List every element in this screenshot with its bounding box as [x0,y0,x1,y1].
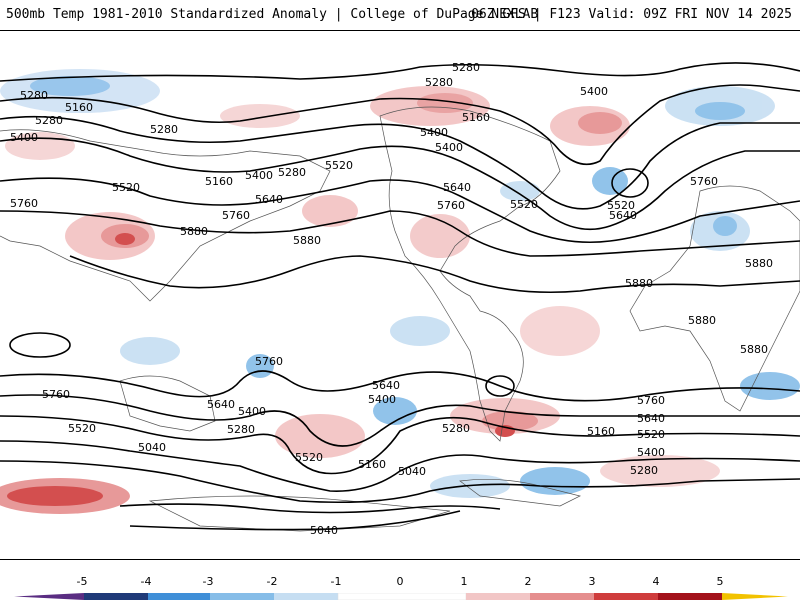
contour-label: 5160 [65,101,93,114]
colorbar-tick-label: -4 [140,575,152,588]
colorbar-segment [84,593,148,600]
colorbar-segment [530,593,594,600]
colorbar-segment [337,593,467,600]
map-canvas: 5280 5280 5400 5160 5280 5280 5400 5520 … [0,61,800,537]
contour-label: 5880 [740,343,768,356]
colorbar-tick-label: 1 [460,575,468,588]
contour-label: 5880 [745,257,773,270]
contour-label: 5400 [435,141,463,154]
contour-label: 5280 [150,123,178,136]
contour-label: 5400 [238,405,266,418]
contour-label: 5280 [35,114,63,127]
contour-label: 5520 [607,199,635,212]
contour-label: 5760 [10,197,38,210]
contour-label: 5760 [42,388,70,401]
anomaly-shading [0,69,800,514]
contour-label: 5400 [245,169,273,182]
contour-label: 5400 [580,85,608,98]
colorbar-segment [14,593,84,600]
contour-label: 5640 [372,379,400,392]
contour-label: 5760 [255,355,283,368]
contour-label: 5760 [222,209,250,222]
map-title: 500mb Temp 1981-2010 Standardized Anomal… [6,7,539,22]
contour-label: 5400 [10,131,38,144]
contour-labels: 5280 5280 5400 5160 5280 5280 5400 5520 … [10,61,773,537]
contour-label: 5880 [625,277,653,290]
anomaly-colorbar: -5 -4 -3 -2 -1 0 1 2 3 4 5 [0,560,800,600]
contour-label: 5160 [462,111,490,124]
contour-label: 5280 [227,423,255,436]
contour-label: 5520 [325,159,353,172]
contour-label: 5040 [138,441,166,454]
colorbar-tick-label: 2 [524,575,532,588]
colorbar-segment [210,593,274,600]
colorbar-tick-label: 0 [396,575,404,588]
colorbar-tick-label: 5 [716,575,724,588]
contour-label: 5640 [637,412,665,425]
contour-label: 5880 [688,314,716,327]
contour-label: 5880 [293,234,321,247]
colorbar-segment [594,593,658,600]
colorbar-tick-label: 4 [652,575,660,588]
contour-label: 5400 [368,393,396,406]
contour-label: 5640 [255,193,283,206]
colorbar-strip [14,593,788,600]
anomaly-map[interactable]: 5280 5280 5400 5160 5280 5280 5400 5520 … [0,30,800,560]
coastlines [0,106,800,532]
colorbar-tick-label: 3 [588,575,596,588]
contour-label: 5760 [437,199,465,212]
colorbar-segment [274,593,338,600]
contour-label: 5280 [278,166,306,179]
contour-label: 5400 [637,446,665,459]
contour-label: 5280 [630,464,658,477]
contour-label: 5760 [690,175,718,188]
contour-label: 5520 [112,181,140,194]
colorbar-tick-label: -1 [330,575,342,588]
contour-label: 5520 [637,428,665,441]
title-bar: 500mb Temp 1981-2010 Standardized Anomal… [0,0,800,30]
colorbar-segment [722,593,788,600]
contour-label: 5040 [310,524,338,537]
colorbar-segment [148,593,210,600]
colorbar-tick-label: -5 [76,575,88,588]
colorbar-tick-label: -2 [266,575,278,588]
contour-label: 5400 [420,126,448,139]
contour-label: 5160 [205,175,233,188]
height-contours [0,62,800,531]
contour-label: 5280 [442,422,470,435]
contour-label: 5520 [68,422,96,435]
contour-label: 5280 [20,89,48,102]
model-run-info: 06Z GFS | F123 Valid: 09Z FRI NOV 14 202… [471,7,792,22]
contour-label: 5880 [180,225,208,238]
colorbar-tick-label: -3 [202,575,214,588]
contour-label: 5640 [443,181,471,194]
contour-label: 5520 [510,198,538,211]
contour-label: 5160 [358,458,386,471]
contour-label: 5040 [398,465,426,478]
contour-label: 5640 [609,209,637,222]
contour-label: 5760 [637,394,665,407]
contour-label: 5520 [295,451,323,464]
contour-label: 5280 [452,61,480,74]
contour-label: 5280 [425,76,453,89]
contour-label: 5160 [587,425,615,438]
contour-label: 5640 [207,398,235,411]
colorbar-segment [466,593,530,600]
colorbar-segment [658,593,722,600]
